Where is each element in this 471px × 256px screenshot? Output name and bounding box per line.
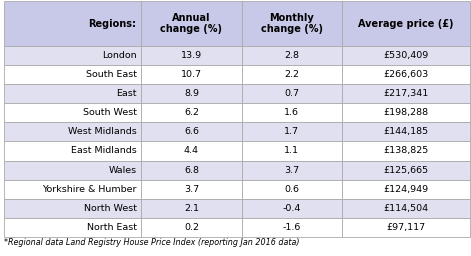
Bar <box>242 46 342 65</box>
Text: £266,603: £266,603 <box>383 70 429 79</box>
Text: Yorkshire & Humber: Yorkshire & Humber <box>42 185 137 194</box>
Text: -0.4: -0.4 <box>283 204 301 213</box>
Bar <box>342 199 470 218</box>
Bar <box>242 218 342 237</box>
Text: Regions:: Regions: <box>89 19 137 29</box>
Text: 10.7: 10.7 <box>181 70 202 79</box>
Text: South West: South West <box>82 108 137 117</box>
Text: South East: South East <box>86 70 137 79</box>
Text: *Regional data Land Registry House Price Index (reporting Jan 2016 data): *Regional data Land Registry House Price… <box>4 238 299 247</box>
Text: 1.7: 1.7 <box>284 127 299 136</box>
Text: 6.8: 6.8 <box>184 166 199 175</box>
Bar <box>141 65 242 84</box>
Bar <box>242 1 342 46</box>
Bar <box>141 180 242 199</box>
Text: 6.6: 6.6 <box>184 127 199 136</box>
Bar <box>342 161 470 180</box>
Bar <box>342 141 470 161</box>
Text: East: East <box>116 89 137 98</box>
Text: £114,504: £114,504 <box>383 204 429 213</box>
Text: 6.2: 6.2 <box>184 108 199 117</box>
Bar <box>342 122 470 141</box>
Bar <box>4 65 141 84</box>
Text: 1.6: 1.6 <box>284 108 299 117</box>
Text: 8.9: 8.9 <box>184 89 199 98</box>
Text: 2.8: 2.8 <box>284 51 299 60</box>
Text: £125,665: £125,665 <box>383 166 429 175</box>
Bar <box>4 122 141 141</box>
Bar <box>342 46 470 65</box>
Bar <box>242 161 342 180</box>
Bar <box>4 199 141 218</box>
Text: 0.6: 0.6 <box>284 185 299 194</box>
Text: £97,117: £97,117 <box>386 223 425 232</box>
Bar <box>141 161 242 180</box>
Bar <box>242 84 342 103</box>
Text: £138,825: £138,825 <box>383 146 429 155</box>
Text: 2.1: 2.1 <box>184 204 199 213</box>
Text: 0.7: 0.7 <box>284 89 299 98</box>
Bar <box>242 199 342 218</box>
Bar <box>242 141 342 161</box>
Text: North East: North East <box>87 223 137 232</box>
Bar <box>342 65 470 84</box>
Text: £124,949: £124,949 <box>383 185 429 194</box>
Text: -1.6: -1.6 <box>283 223 301 232</box>
Bar <box>342 180 470 199</box>
Bar <box>4 103 141 122</box>
Bar <box>342 1 470 46</box>
Bar <box>141 218 242 237</box>
Bar <box>4 180 141 199</box>
Text: 0.2: 0.2 <box>184 223 199 232</box>
Text: 3.7: 3.7 <box>184 185 199 194</box>
Text: 2.2: 2.2 <box>284 70 299 79</box>
Bar <box>342 84 470 103</box>
Bar <box>141 84 242 103</box>
Text: North West: North West <box>84 204 137 213</box>
Bar <box>4 161 141 180</box>
Text: West Midlands: West Midlands <box>68 127 137 136</box>
Bar <box>4 218 141 237</box>
Bar <box>242 122 342 141</box>
Bar <box>141 103 242 122</box>
Bar <box>4 46 141 65</box>
Text: 13.9: 13.9 <box>181 51 202 60</box>
Text: £198,288: £198,288 <box>383 108 429 117</box>
Text: Wales: Wales <box>108 166 137 175</box>
Bar <box>342 103 470 122</box>
Text: £530,409: £530,409 <box>383 51 429 60</box>
Text: Monthly
change (%): Monthly change (%) <box>261 13 323 35</box>
Text: London: London <box>102 51 137 60</box>
Bar <box>4 141 141 161</box>
Bar <box>342 218 470 237</box>
Text: £144,185: £144,185 <box>383 127 429 136</box>
Bar <box>141 46 242 65</box>
Bar <box>242 180 342 199</box>
Text: Annual
change (%): Annual change (%) <box>161 13 222 35</box>
Text: East Midlands: East Midlands <box>71 146 137 155</box>
Text: Average price (£): Average price (£) <box>358 19 454 29</box>
Text: 3.7: 3.7 <box>284 166 299 175</box>
Text: 4.4: 4.4 <box>184 146 199 155</box>
Text: £217,341: £217,341 <box>383 89 429 98</box>
Bar <box>242 103 342 122</box>
Bar <box>141 1 242 46</box>
Bar <box>141 122 242 141</box>
Bar <box>242 65 342 84</box>
Bar <box>4 1 141 46</box>
Bar <box>4 84 141 103</box>
Text: 1.1: 1.1 <box>284 146 299 155</box>
Bar <box>141 141 242 161</box>
Bar <box>141 199 242 218</box>
